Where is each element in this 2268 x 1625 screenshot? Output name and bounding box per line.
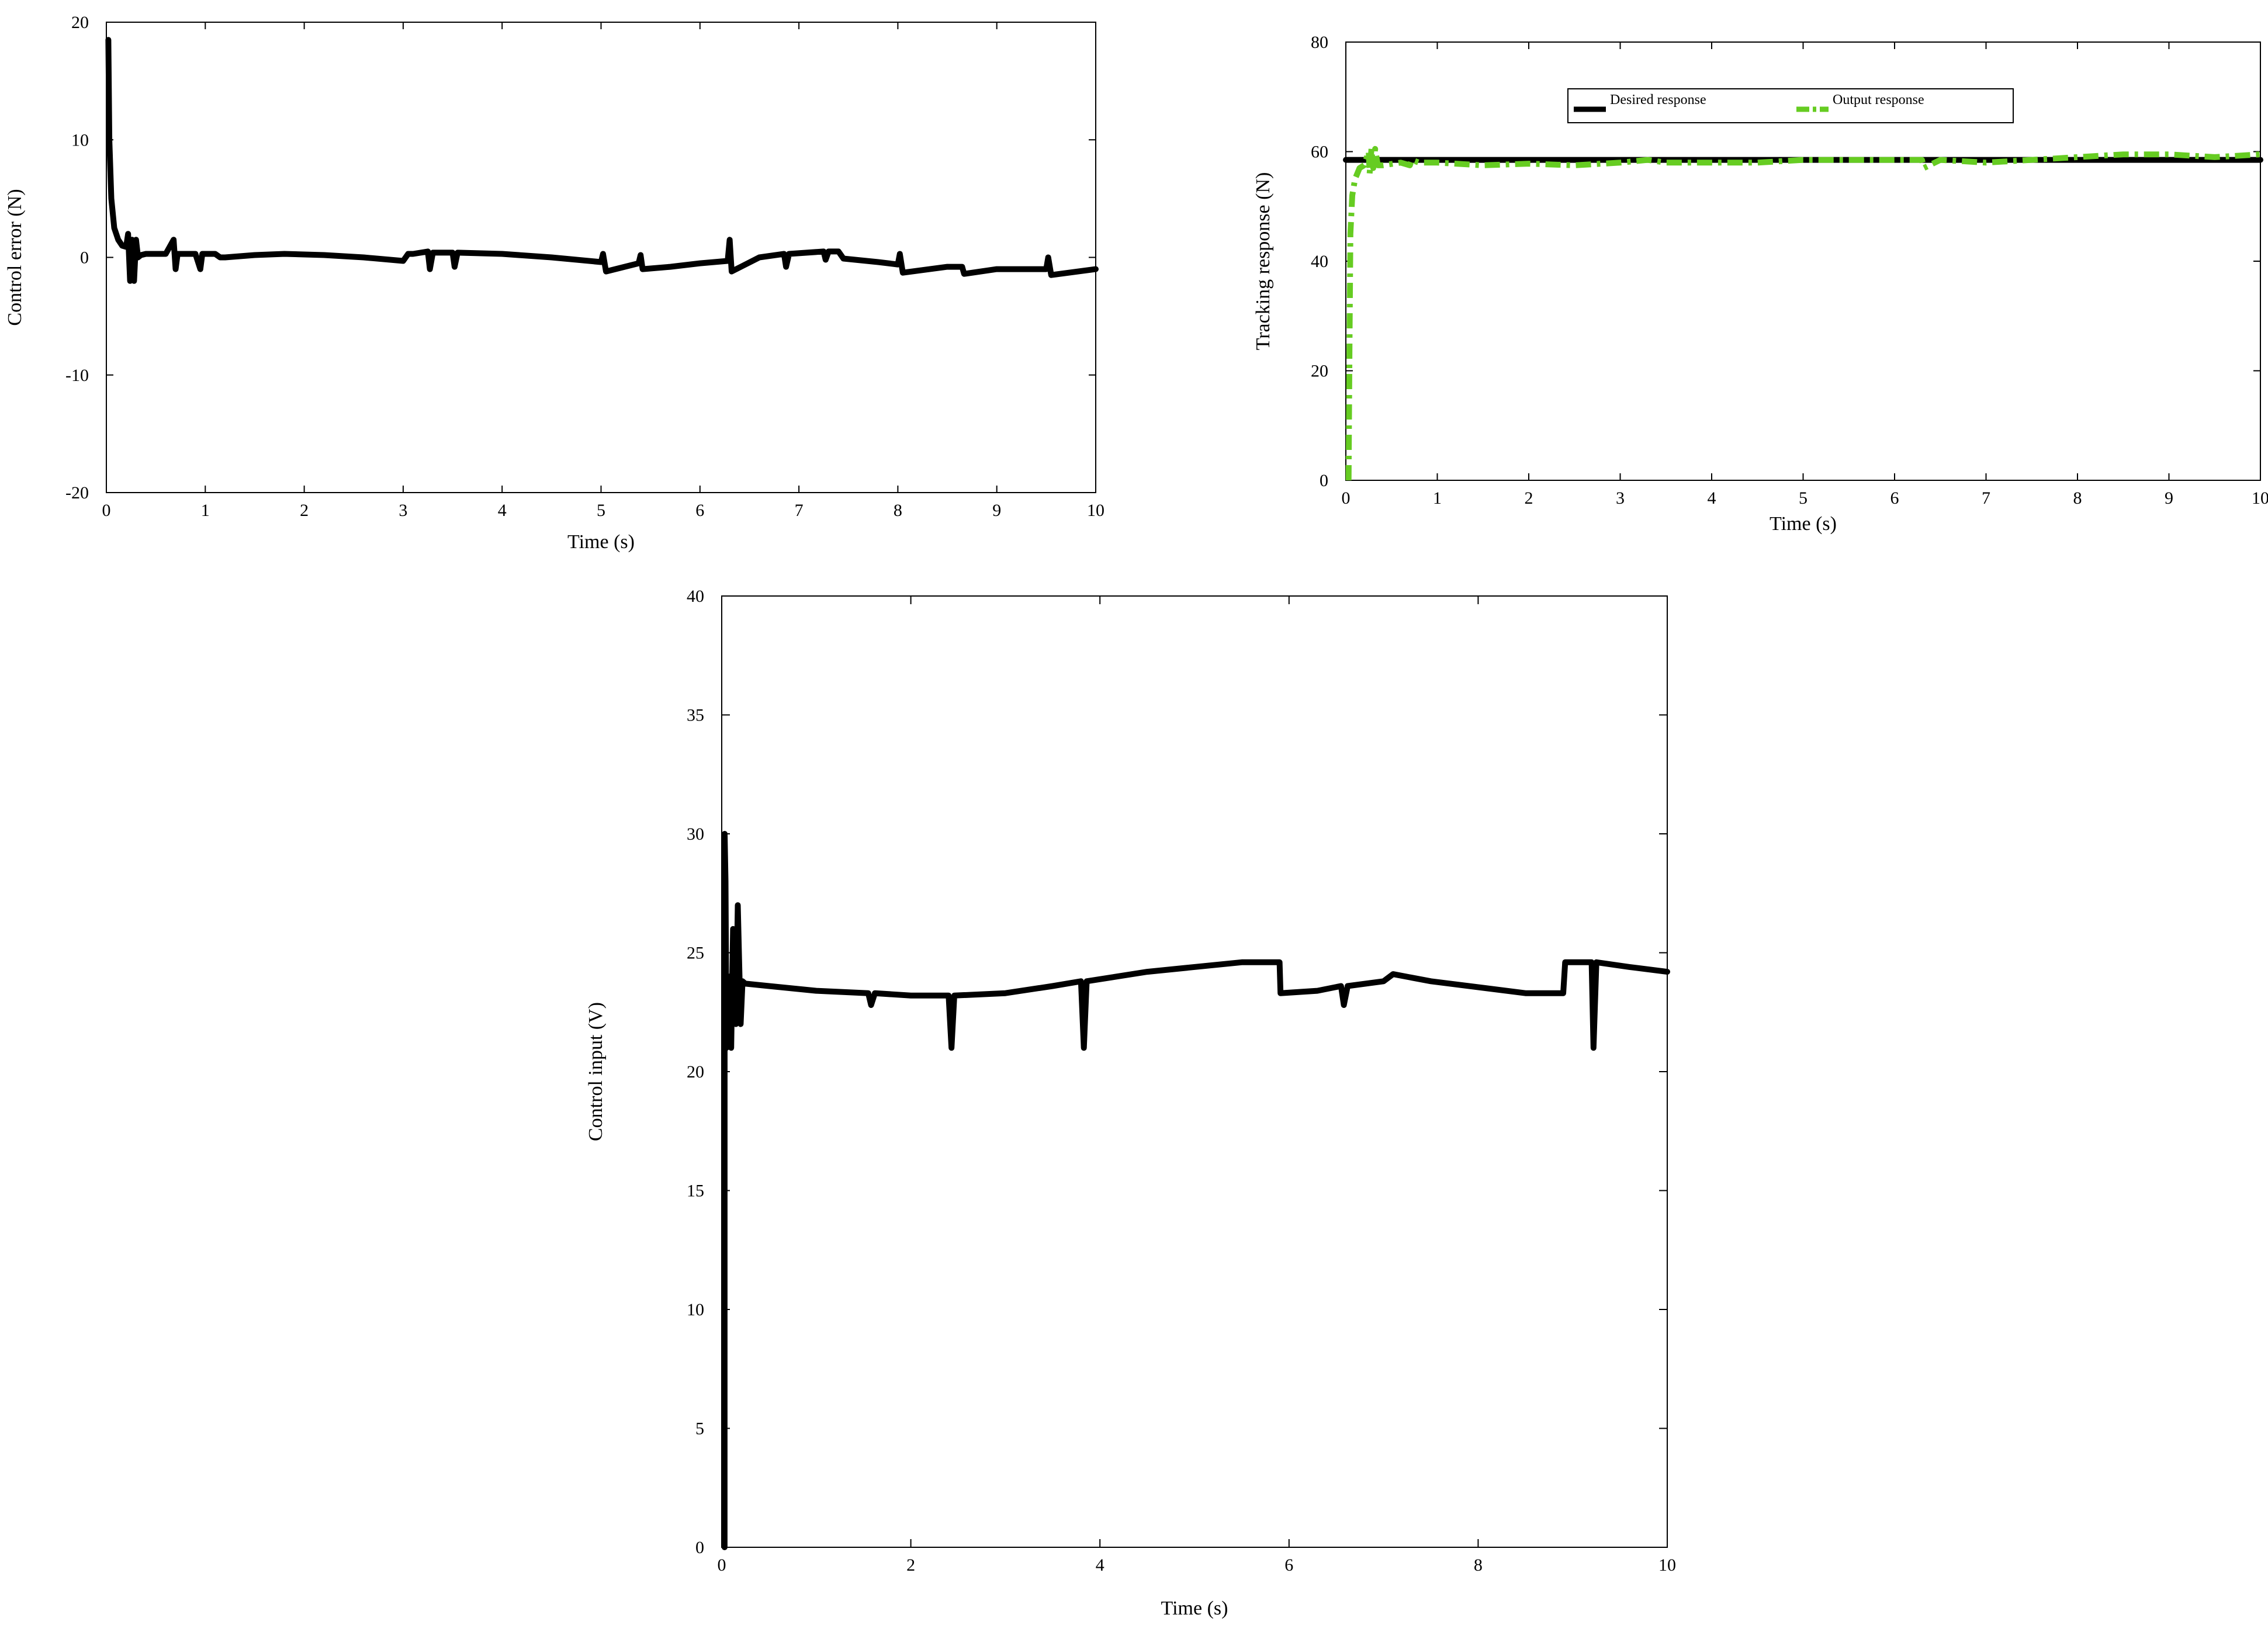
x-tick-label: 5	[1799, 488, 1808, 508]
control-error-chart: 0 1 2 3 4 5 6 7 8 9 10 -20 -10 0 10 20 Time (s) Control e…	[4, 13, 1104, 553]
y-tick-label: 20	[1311, 362, 1328, 381]
series-line-1	[721, 831, 1670, 1550]
x-axis-title: Time (s)	[1161, 1598, 1228, 1619]
y-tick-label: 20	[687, 1062, 704, 1082]
y-tick-label: -10	[65, 366, 89, 385]
y-axis-title: Tracking response (N)	[1252, 172, 1274, 351]
x-tick-label: 9	[992, 501, 1001, 520]
y-tick-label: 60	[1311, 143, 1328, 162]
x-tick-label: 6	[695, 501, 704, 520]
x-tick-label: 4	[1708, 488, 1716, 508]
y-tick-label: 35	[687, 706, 704, 725]
x-tick-label: 1	[1433, 488, 1442, 508]
x-tick-label: 0	[718, 1555, 726, 1575]
y-tick-label: 5	[695, 1419, 704, 1439]
series-line-2	[1345, 145, 2261, 481]
y-tick-label: 40	[687, 587, 704, 606]
x-tick-label: 6	[1890, 488, 1899, 508]
legend-label-2: Output response	[1833, 92, 1924, 108]
x-tick-label: 3	[1616, 488, 1625, 508]
control-input-chart: 0 2 4 6 8 10 0 5 10 15 20 25 30 35 40 Time (s) Control i…	[585, 587, 1676, 1619]
x-tick-label: 8	[1474, 1555, 1483, 1575]
y-tick-label: 10	[71, 130, 89, 150]
x-tick-label: 0	[1342, 488, 1351, 508]
y-tick-label: 80	[1311, 33, 1328, 52]
y-tick-label: 10	[687, 1300, 704, 1319]
y-tick-label: 25	[687, 944, 704, 963]
y-tick-label: 0	[695, 1538, 704, 1557]
y-tick-label: 20	[71, 13, 89, 32]
x-tick-label: 5	[597, 501, 605, 520]
x-tick-label: 0	[102, 501, 111, 520]
y-tick-label: 30	[687, 824, 704, 844]
x-axis-title: Time (s)	[567, 531, 635, 553]
x-tick-label: 7	[795, 501, 804, 520]
y-axis-title: Control error (N)	[4, 189, 26, 325]
x-tick-label: 10	[1658, 1555, 1676, 1575]
x-tick-label: 8	[2073, 488, 2082, 508]
x-tick-label: 8	[894, 501, 902, 520]
x-tick-label: 2	[906, 1555, 915, 1575]
y-tick-label: 0	[80, 248, 89, 268]
y-tick-label: 40	[1311, 252, 1328, 271]
legend-label-1: Desired response	[1610, 92, 1706, 108]
x-tick-label: 4	[1096, 1555, 1104, 1575]
series-line-1	[105, 37, 1099, 284]
x-tick-label: 10	[2252, 488, 2268, 508]
legend-box	[1567, 88, 2014, 123]
x-tick-label: 2	[300, 501, 309, 520]
x-tick-label: 2	[1525, 488, 1533, 508]
x-axis-title: Time (s)	[1770, 513, 1837, 535]
x-tick-label: 6	[1284, 1555, 1293, 1575]
x-tick-label: 4	[498, 501, 507, 520]
y-tick-label: 15	[687, 1181, 704, 1201]
y-tick-label: 0	[1320, 471, 1328, 490]
tracking-response-chart: 0 1 2 3 4 5 6 7 8 9 10 0 20 40 60 80 Time (s) Tracking re…	[1252, 33, 2268, 535]
y-axis-title: Control input (V)	[585, 1002, 607, 1141]
y-tick-label: -20	[65, 483, 89, 503]
x-tick-label: 10	[1087, 501, 1104, 520]
x-tick-label: 7	[1982, 488, 1990, 508]
x-tick-label: 3	[399, 501, 407, 520]
x-tick-label: 9	[2165, 488, 2173, 508]
x-tick-label: 1	[201, 501, 210, 520]
